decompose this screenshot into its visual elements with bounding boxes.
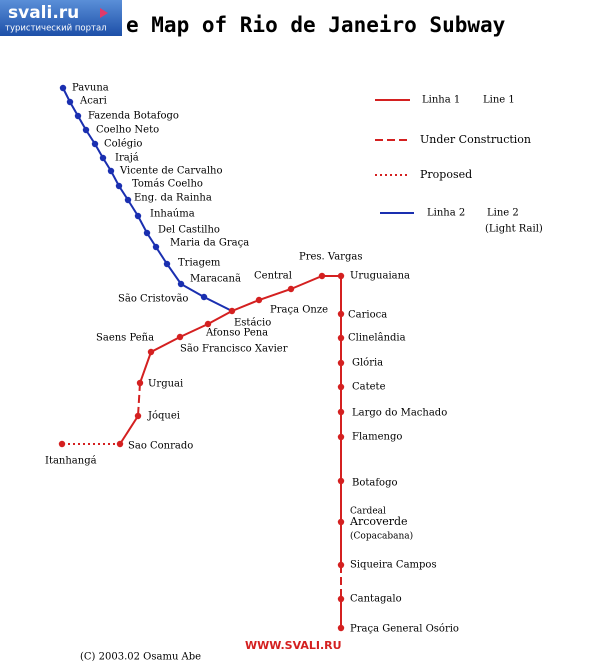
station-dot [82, 126, 90, 134]
logo-box[interactable] [0, 0, 122, 36]
station-label: Tomás Coelho [132, 179, 203, 190]
station-dot [143, 229, 151, 237]
legend-note: (Light Rail) [485, 224, 543, 235]
station-label: Praça General Osório [350, 624, 459, 635]
legend-label: Line 1 [483, 95, 515, 106]
legend-label: Line 2 [487, 208, 519, 219]
station-label: Eng. da Rainha [134, 193, 212, 204]
station-dot [337, 408, 345, 416]
track [62, 87, 233, 312]
station-label: Coelho Neto [96, 125, 159, 136]
legend-label: Linha 1 [422, 95, 460, 106]
station-dot [74, 112, 82, 120]
station-dot [287, 285, 295, 293]
station-dot [163, 260, 171, 268]
logo-arrow [100, 8, 108, 18]
station-label: Flamengo [352, 432, 402, 443]
station-label: Estácio [234, 318, 271, 329]
station-dot [147, 348, 155, 356]
station-label: Acari [79, 96, 107, 107]
station-label: Itanhangá [45, 456, 97, 467]
station-dot [124, 196, 132, 204]
station-label: Siqueira Campos [350, 560, 437, 571]
station-label: Fazenda Botafogo [88, 111, 179, 122]
station-dot [115, 182, 123, 190]
station-label: Maracanã [190, 274, 241, 285]
station-dot [152, 243, 160, 251]
station-dot [337, 595, 345, 603]
station-prefix: Cardeal [350, 507, 386, 517]
station-label: Irajá [115, 153, 139, 164]
station-label: Catete [352, 382, 386, 393]
track [119, 415, 139, 445]
station-dot [228, 307, 236, 315]
station-dot [337, 433, 345, 441]
station-label: Cantagalo [350, 594, 402, 605]
station-label: Colégio [104, 139, 142, 150]
track [231, 275, 342, 565]
station-label: Clinelândia [348, 333, 406, 344]
station-dot [337, 272, 345, 280]
station-label: Triagem [178, 258, 221, 269]
station-dot [99, 154, 107, 162]
station-dot [66, 98, 74, 106]
station-label: Saens Peña [96, 333, 154, 344]
station-label: Largo do Machado [352, 408, 447, 419]
station-dot [337, 359, 345, 367]
legend-label: Under Construction [420, 133, 531, 146]
station-dot [116, 440, 124, 448]
station-dot [337, 477, 345, 485]
station-dot [337, 561, 345, 569]
station-dot [337, 518, 345, 526]
station-dot [255, 296, 263, 304]
station-note: (Copacabana) [350, 531, 413, 542]
station-label: Carioca [348, 310, 387, 321]
station-label: Praça Onze [270, 305, 328, 316]
credit: (C) 2003.02 Osamu Abe [80, 652, 201, 663]
station-label: São Cristovão [118, 294, 188, 305]
site-link[interactable]: WWW.SVALI.RU [245, 639, 342, 652]
station-label: Afonso Pena [205, 328, 268, 339]
station-label: Del Castilho [158, 225, 220, 236]
station-dot [177, 280, 185, 288]
station-label: Inhaúma [150, 209, 195, 220]
station-dot [107, 167, 115, 175]
station-label: Botafogo [352, 478, 398, 489]
station-dot [337, 624, 345, 632]
station-dot [337, 383, 345, 391]
station-label: Pavuna [72, 83, 109, 94]
station-dot [58, 440, 66, 448]
legend-label: Proposed [420, 168, 472, 181]
station-dot [204, 320, 212, 328]
station-dot [337, 334, 345, 342]
station-label: São Francisco Xavier [180, 344, 288, 355]
station-dot [134, 212, 142, 220]
station-dot [200, 293, 208, 301]
station-label: Maria da Graça [170, 238, 249, 249]
station-dot [337, 310, 345, 318]
logo-name[interactable]: svali.ru [8, 3, 79, 23]
station-label: Uruguaiana [350, 271, 410, 282]
map-title: e Map of Rio de Janeiro Subway [126, 13, 506, 37]
station-dot [176, 333, 184, 341]
station-label: Jóquei [147, 411, 180, 422]
station-label: Central [254, 271, 292, 282]
station-label: Vicente de Carvalho [119, 166, 222, 177]
station-label: Glória [352, 358, 383, 369]
station-label: Urguai [148, 379, 183, 390]
station-dot [136, 379, 144, 387]
legend-label: Linha 2 [427, 208, 465, 219]
station-dot [91, 140, 99, 148]
station-dot [59, 84, 67, 92]
station-label: Sao Conrado [128, 441, 193, 452]
station-dot [318, 272, 326, 280]
station-dot [134, 412, 142, 420]
station-label: Pres. Vargas [299, 252, 362, 263]
station-label: Arcoverde [349, 515, 408, 528]
track [137, 382, 141, 417]
logo-tagline: туристический портал [5, 24, 107, 34]
